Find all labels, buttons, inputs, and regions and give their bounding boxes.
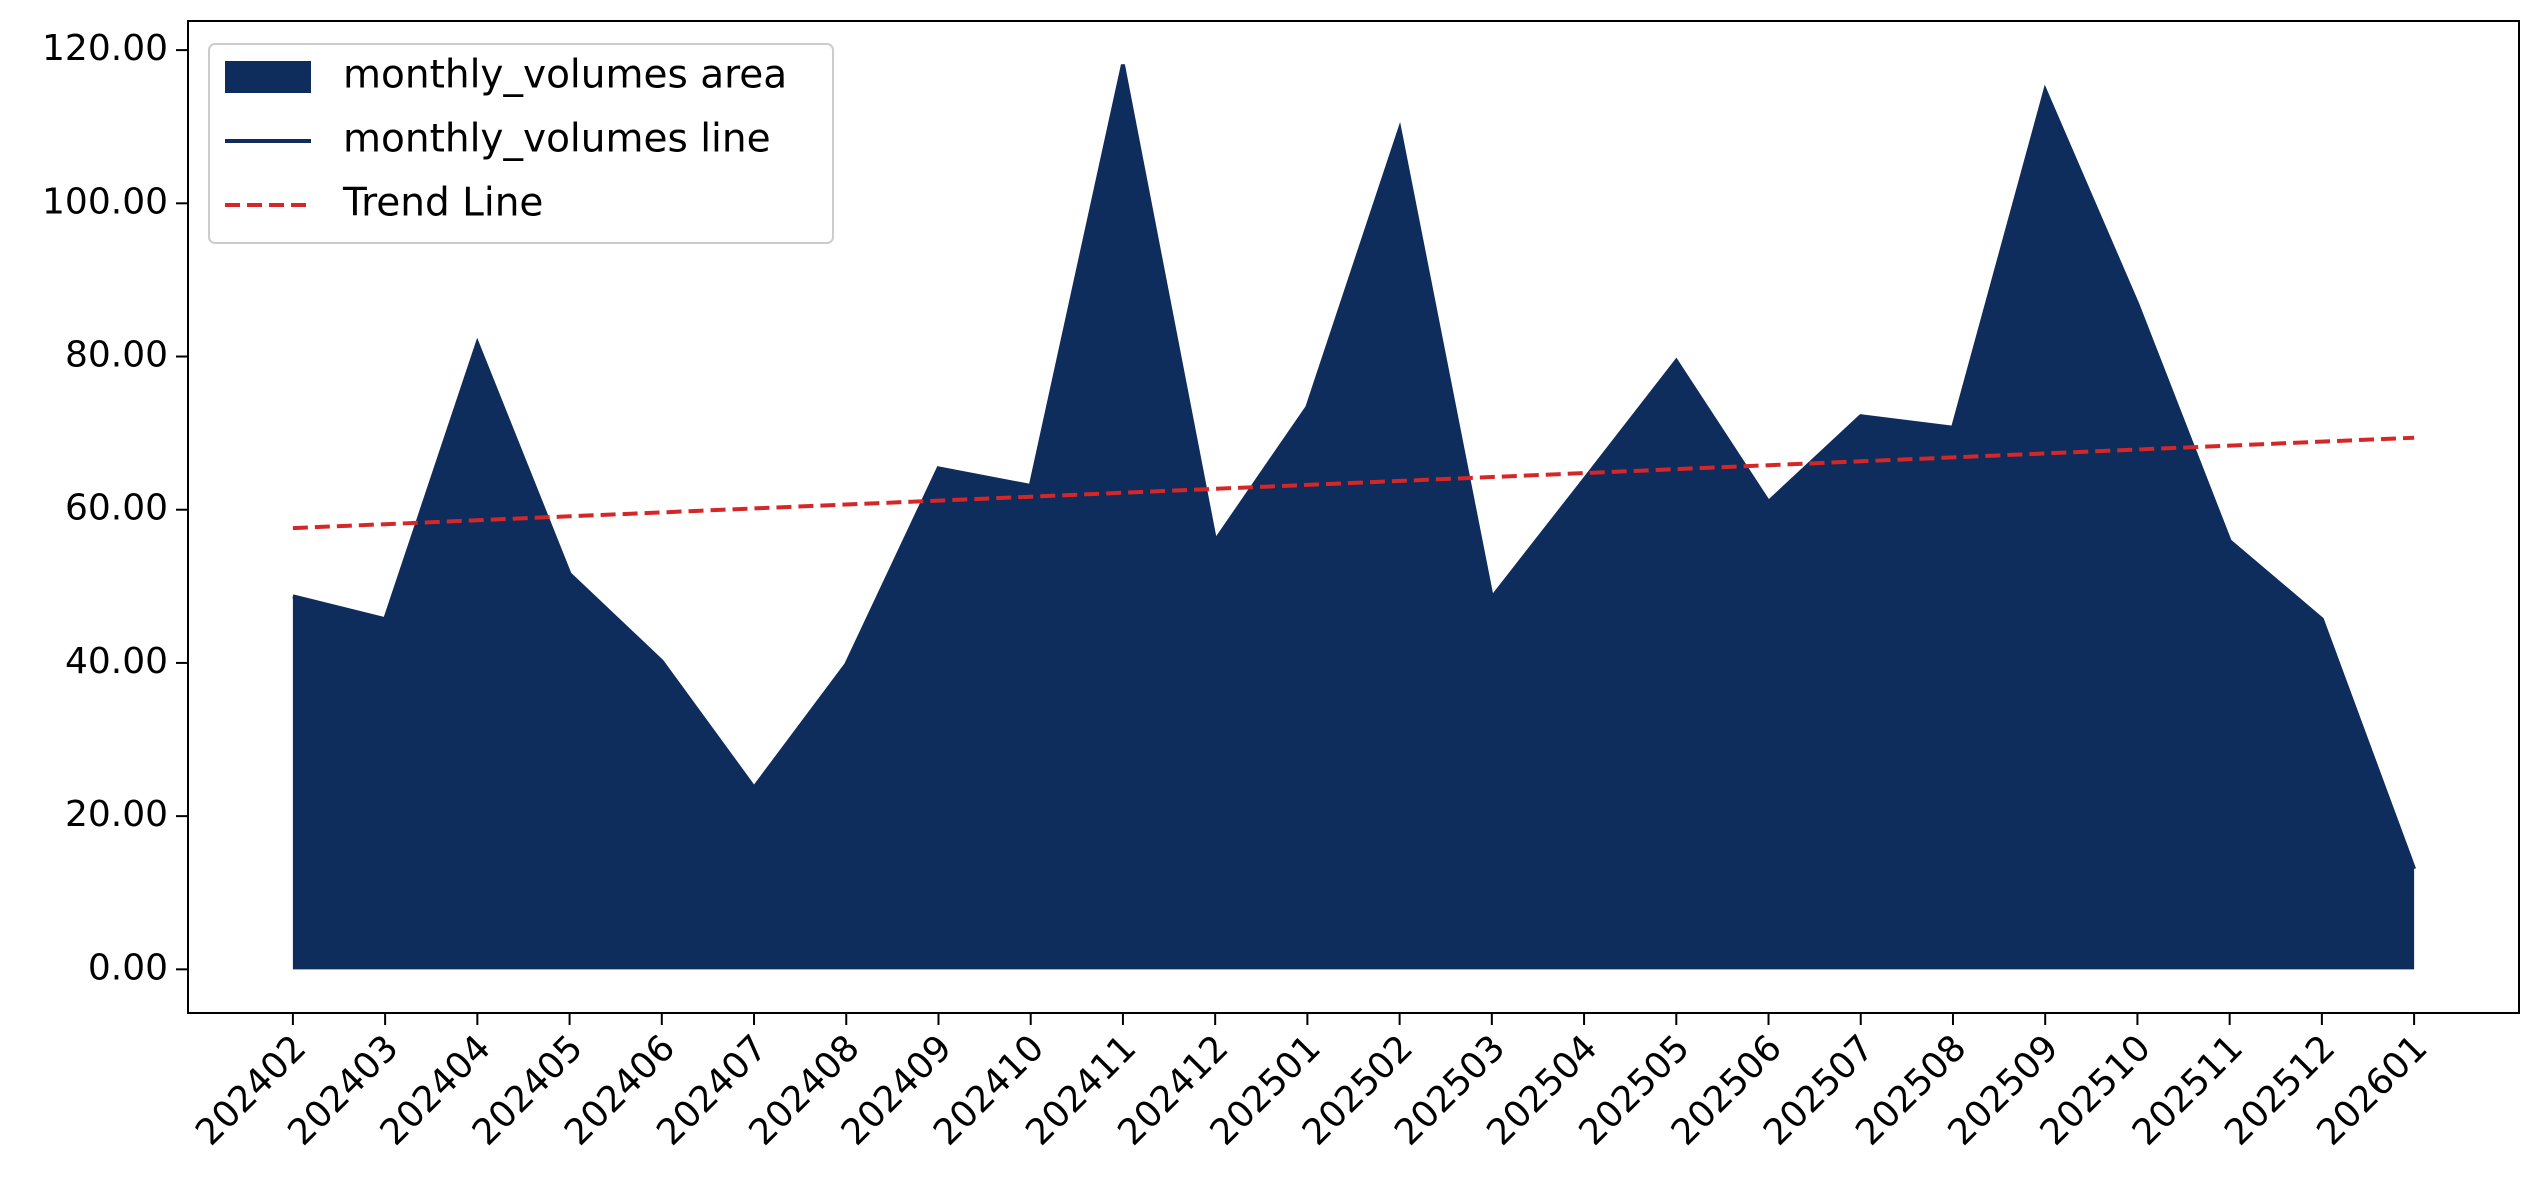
y-tick-label: 40.00 (65, 641, 168, 682)
legend-label: monthly_volumes line (343, 117, 771, 162)
y-tick-label: 0.00 (88, 947, 168, 988)
legend-label: Trend Line (342, 181, 543, 226)
line (292, 64, 2416, 870)
y-tick-label: 20.00 (65, 794, 168, 835)
y-tick-label: 100.00 (42, 181, 168, 222)
y-tick-label: 120.00 (42, 28, 168, 69)
legend: monthly_volumes area monthly_volumes line… (208, 43, 834, 244)
legend-swatch (225, 61, 311, 93)
legend-box (208, 43, 834, 244)
y-tick-label: 60.00 (65, 488, 168, 529)
trend-line (292, 435, 2415, 531)
plot-frame (187, 20, 2520, 1014)
legend-label: monthly_volumes area (343, 53, 787, 98)
y-tick-label: 80.00 (65, 335, 168, 376)
area (292, 64, 2415, 970)
